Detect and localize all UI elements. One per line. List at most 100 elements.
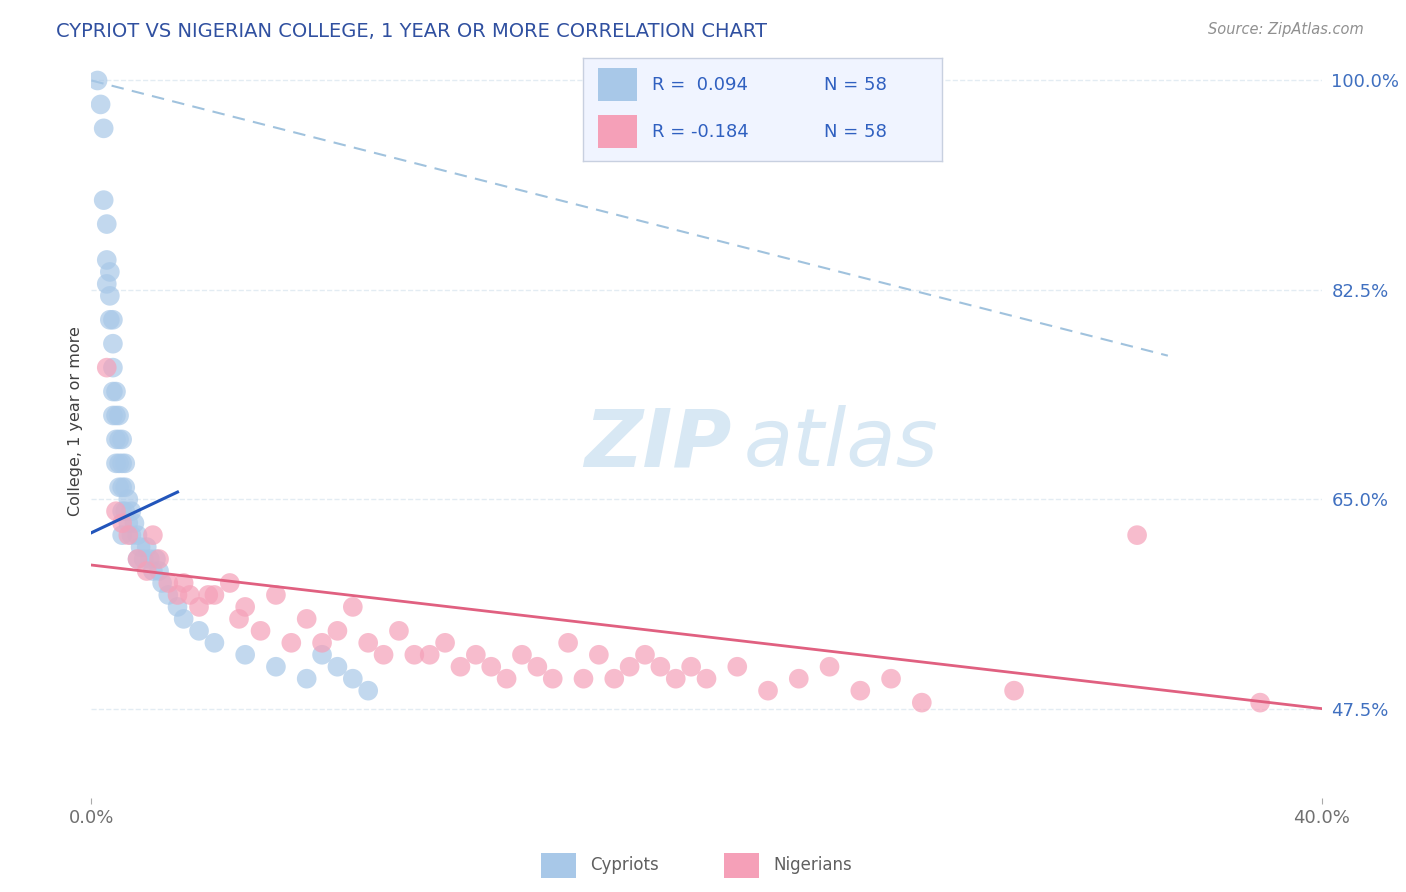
- Text: ZIP: ZIP: [583, 405, 731, 483]
- Point: [202, 636, 225, 650]
- Point: [93, 121, 115, 136]
- Point: [404, 648, 426, 662]
- Point: [142, 564, 165, 578]
- Point: [105, 409, 127, 423]
- Point: [132, 552, 155, 566]
- Point: [634, 648, 657, 662]
- Point: [86, 73, 108, 87]
- Point: [111, 456, 134, 470]
- Point: [117, 492, 139, 507]
- Text: atlas: atlas: [744, 405, 938, 483]
- Point: [665, 672, 688, 686]
- Point: [650, 659, 672, 673]
- Point: [449, 659, 471, 673]
- Point: [388, 624, 411, 638]
- Point: [1249, 696, 1271, 710]
- Point: [96, 217, 118, 231]
- Point: [295, 612, 318, 626]
- Point: [105, 384, 127, 399]
- Point: [111, 504, 134, 518]
- Text: R =  0.094: R = 0.094: [651, 76, 748, 94]
- Point: [756, 683, 779, 698]
- Point: [111, 433, 134, 447]
- Point: [150, 576, 173, 591]
- Point: [111, 516, 134, 531]
- Point: [357, 636, 380, 650]
- Text: N = 58: N = 58: [824, 76, 887, 94]
- Bar: [598, 115, 637, 148]
- Point: [157, 576, 180, 591]
- Point: [479, 659, 502, 673]
- Point: [419, 648, 441, 662]
- Point: [111, 480, 134, 494]
- Point: [166, 588, 188, 602]
- Point: [148, 564, 170, 578]
- Point: [127, 552, 149, 566]
- Point: [111, 528, 134, 542]
- Point: [98, 289, 121, 303]
- Point: [818, 659, 841, 673]
- Point: [101, 312, 124, 326]
- Point: [96, 360, 118, 375]
- Point: [117, 528, 139, 542]
- Point: [188, 599, 211, 614]
- Point: [98, 312, 121, 326]
- Point: [90, 97, 112, 112]
- Point: [696, 672, 718, 686]
- Point: [464, 648, 486, 662]
- Point: [127, 528, 149, 542]
- Point: [311, 648, 333, 662]
- Point: [120, 528, 142, 542]
- Point: [93, 193, 115, 207]
- Point: [105, 456, 127, 470]
- Text: R = -0.184: R = -0.184: [651, 123, 748, 141]
- Point: [588, 648, 610, 662]
- Point: [114, 456, 136, 470]
- Point: [202, 588, 225, 602]
- Point: [280, 636, 302, 650]
- Point: [342, 672, 364, 686]
- Point: [725, 659, 748, 673]
- Point: [233, 599, 256, 614]
- Point: [557, 636, 579, 650]
- Point: [188, 624, 211, 638]
- Point: [127, 552, 149, 566]
- Point: [124, 516, 146, 531]
- Point: [233, 648, 256, 662]
- Point: [849, 683, 872, 698]
- Point: [135, 540, 157, 554]
- Point: [101, 336, 124, 351]
- Point: [541, 672, 564, 686]
- Point: [96, 277, 118, 291]
- Point: [218, 576, 240, 591]
- Point: [1002, 683, 1025, 698]
- Point: [117, 516, 139, 531]
- Point: [173, 576, 195, 591]
- Point: [311, 636, 333, 650]
- Point: [373, 648, 395, 662]
- Point: [173, 612, 195, 626]
- Point: [108, 480, 131, 494]
- Point: [326, 659, 349, 673]
- Point: [526, 659, 548, 673]
- Bar: [598, 69, 637, 101]
- Point: [357, 683, 380, 698]
- Point: [148, 552, 170, 566]
- Point: [197, 588, 219, 602]
- Point: [1126, 528, 1149, 542]
- Point: [129, 540, 152, 554]
- Point: [101, 409, 124, 423]
- Point: [264, 659, 287, 673]
- Point: [911, 696, 934, 710]
- Point: [619, 659, 641, 673]
- Point: [145, 552, 167, 566]
- Text: Nigerians: Nigerians: [773, 856, 852, 874]
- Point: [603, 672, 626, 686]
- Point: [120, 504, 142, 518]
- Text: Source: ZipAtlas.com: Source: ZipAtlas.com: [1208, 22, 1364, 37]
- Point: [139, 552, 162, 566]
- Point: [142, 528, 165, 542]
- Point: [101, 360, 124, 375]
- Point: [108, 456, 131, 470]
- Point: [114, 504, 136, 518]
